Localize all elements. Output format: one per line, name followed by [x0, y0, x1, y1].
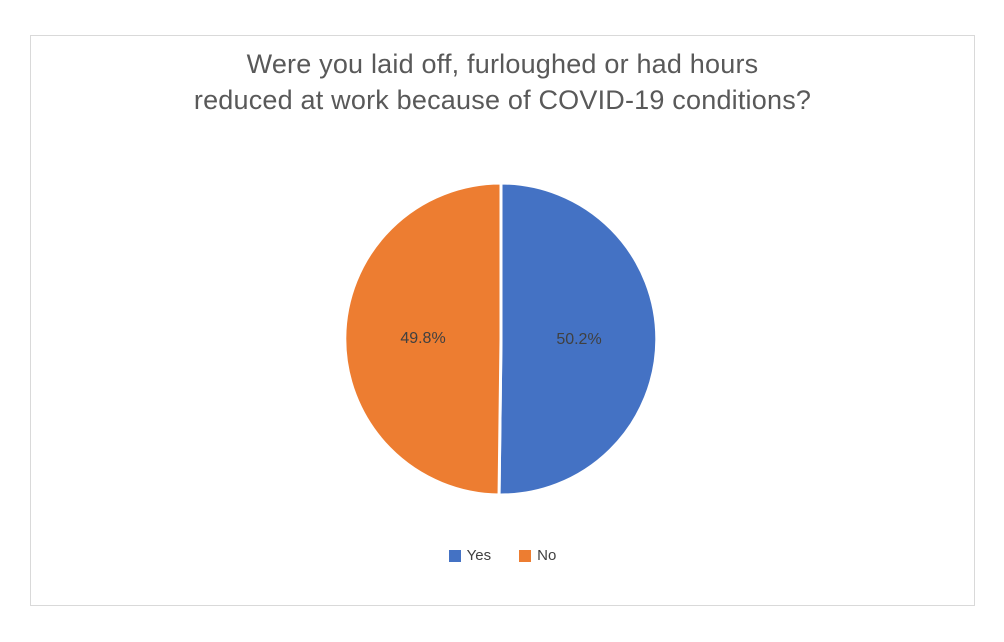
legend-item-no: No: [519, 548, 556, 563]
pie-chart: 50.2% 49.8%: [343, 181, 659, 497]
chart-title-line-2: reduced at work because of COVID-19 cond…: [193, 85, 812, 115]
data-label-no: 49.8%: [400, 330, 445, 347]
legend-swatch-yes: [448, 549, 461, 562]
legend-item-yes: Yes: [448, 547, 492, 564]
pie-slice-yes: [497, 181, 659, 497]
chart-title-line-1: Were you laid off, furloughed or had hou…: [246, 49, 759, 79]
legend-label-yes: Yes: [466, 547, 492, 564]
legend-swatch-no: [519, 549, 532, 562]
legend: Yes No: [31, 548, 974, 563]
chart-title: Were you laid off, furloughed or had hou…: [31, 46, 974, 118]
data-label-yes: 50.2%: [556, 331, 601, 348]
chart-frame: Were you laid off, furloughed or had hou…: [30, 35, 975, 606]
legend-label-no: No: [537, 547, 557, 564]
pie-slice-no: [343, 181, 503, 497]
